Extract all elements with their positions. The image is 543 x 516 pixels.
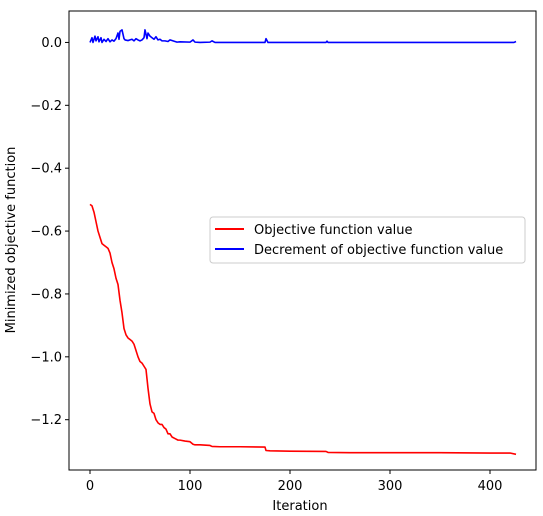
legend-entry-decrement: Decrement of objective function value (254, 243, 503, 258)
y-tick-label: 0.0 (41, 36, 62, 51)
x-tick-label: 300 (378, 479, 403, 494)
x-tick-label: 0 (86, 479, 94, 494)
y-tick-label: −0.4 (30, 162, 62, 177)
legend-entry-objective: Objective function value (254, 223, 413, 238)
series-layer (89, 29, 517, 456)
x-tick-label: 100 (178, 479, 203, 494)
y-tick-label: −0.2 (30, 99, 62, 114)
y-tick-label: −0.8 (30, 287, 62, 302)
legend-box (209, 216, 526, 264)
y-tick-label: −1.2 (30, 413, 62, 428)
x-tick-label: 200 (278, 479, 303, 494)
y-axis-ticks: 0.0 −0.2 −0.4 −0.6 −0.8 −1.0 −1.2 (30, 36, 69, 428)
plot-frame (68, 10, 537, 471)
x-axis-label: Iteration (272, 499, 327, 514)
y-tick-label: −0.6 (30, 225, 62, 240)
series-line-objective (89, 203, 517, 456)
x-axis-ticks: 0 100 200 300 400 (86, 470, 503, 494)
series-line-decrement (89, 29, 517, 44)
legend: Objective function value Decrement of ob… (209, 216, 526, 264)
y-tick-label: −1.0 (30, 350, 62, 365)
y-axis-label: Minimized objective function (4, 147, 19, 334)
x-tick-label: 400 (478, 479, 503, 494)
